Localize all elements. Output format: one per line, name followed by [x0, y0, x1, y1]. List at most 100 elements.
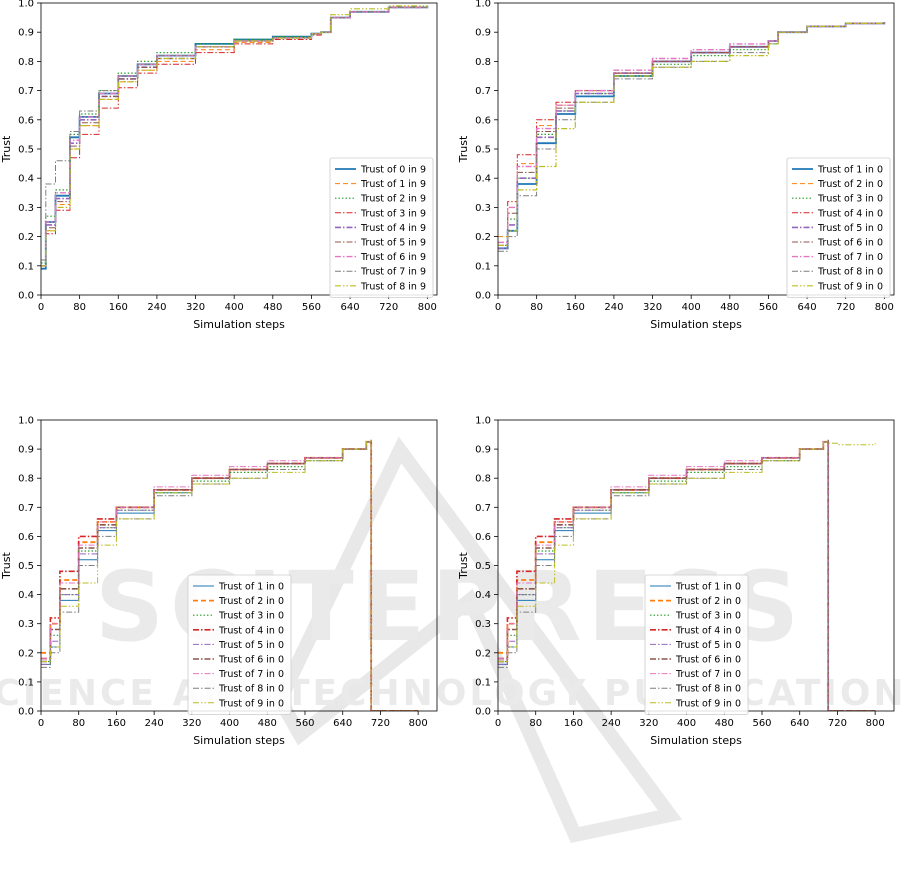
- legend-entry-label: Trust of 5 in 0: [675, 640, 741, 651]
- legend-entry-label: Trust of 7 in 9: [360, 267, 426, 278]
- y-tick-label: 0.5: [18, 561, 34, 572]
- chart-panel-2: 0 80 160 240 320 400 480 560 640 720 800 0.0 0.1 0.2 0…: [457, 0, 895, 331]
- x-tick-label: 480: [715, 718, 734, 729]
- legend: Trust of 1 in 0 Trust of 2 in 0 Trust of 3…: [187, 574, 292, 715]
- chart-panel-1: 0 80 160 240 320 400 480 560 640 720 800 0.0 0.1 0.2 0…: [0, 0, 438, 331]
- x-tick-label: 160: [109, 302, 128, 313]
- x-tick-label: 720: [371, 718, 390, 729]
- x-tick-label: 400: [677, 718, 696, 729]
- y-tick-label: 1.0: [18, 0, 34, 10]
- x-tick-label: 80: [72, 718, 85, 729]
- y-tick-label: 0.4: [475, 590, 491, 601]
- y-tick-label: 0.6: [475, 532, 491, 543]
- x-tick-label: 560: [295, 718, 314, 729]
- y-tick-label: 0.5: [475, 561, 491, 572]
- y-tick-label: 0.6: [18, 115, 34, 126]
- y-tick-label: 0.5: [18, 145, 34, 156]
- chart-panel-4: 0 80 160 240 320 400 480 560 640 720 800 0.0 0.1 0.2 0…: [457, 416, 895, 747]
- y-tick-label: 0.7: [475, 503, 491, 514]
- x-tick-label: 560: [752, 718, 771, 729]
- x-tick-label: 560: [302, 302, 321, 313]
- y-tick-label: 0.5: [475, 145, 491, 156]
- y-tick-label: 0.4: [475, 174, 491, 185]
- x-axis-label: Simulation steps: [193, 734, 285, 747]
- x-tick-label: 640: [341, 302, 360, 313]
- legend-entry-label: Trust of 7 in 0: [675, 669, 741, 680]
- y-tick-label: 0.3: [475, 203, 491, 214]
- y-tick-label: 1.0: [475, 416, 491, 427]
- legend-entry-label: Trust of 6 in 0: [675, 655, 741, 666]
- x-tick-label: 80: [529, 718, 542, 729]
- legend-entry-label: Trust of 2 in 0: [675, 596, 741, 607]
- x-tick-label: 0: [38, 302, 44, 313]
- y-tick-label: 0.1: [475, 261, 491, 272]
- legend-entry-label: Trust of 6 in 0: [218, 655, 284, 666]
- legend-entry-label: Trust of 3 in 0: [218, 611, 284, 622]
- x-tick-label: 320: [186, 302, 205, 313]
- legend-entry-label: Trust of 8 in 0: [675, 684, 741, 695]
- y-tick-label: 0.7: [475, 86, 491, 97]
- y-tick-label: 0.9: [475, 445, 491, 456]
- legend-entry-label: Trust of 8 in 9: [360, 281, 426, 292]
- y-axis-label: Trust: [0, 135, 13, 163]
- x-tick-label: 800: [875, 302, 894, 313]
- y-tick-label: 0.6: [475, 115, 491, 126]
- x-tick-label: 400: [220, 718, 239, 729]
- x-tick-label: 240: [147, 302, 166, 313]
- x-axis-label: Simulation steps: [193, 318, 285, 331]
- x-tick-label: 800: [418, 302, 437, 313]
- legend-entry-label: Trust of 4 in 0: [218, 625, 284, 636]
- y-tick-label: 0.0: [475, 707, 491, 718]
- series-line-9: [498, 22, 885, 246]
- legend-entry-label: Trust of 9 in 0: [675, 698, 741, 709]
- x-tick-label: 640: [333, 718, 352, 729]
- legend-entry-label: Trust of 4 in 9: [360, 223, 426, 234]
- x-tick-label: 160: [564, 718, 583, 729]
- legend-entry-label: Trust of 7 in 0: [218, 669, 284, 680]
- y-tick-label: 0.0: [475, 291, 491, 302]
- legend: Trust of 1 in 0 Trust of 2 in 0 Trust of 3…: [786, 157, 891, 298]
- legend-entry-label: Trust of 1 in 0: [675, 582, 741, 593]
- legend-entry-label: Trust of 2 in 9: [360, 194, 426, 205]
- y-tick-label: 0.1: [475, 677, 491, 688]
- x-tick-label: 320: [639, 718, 658, 729]
- y-tick-label: 0.8: [475, 57, 491, 68]
- legend-entry-label: Trust of 1 in 9: [360, 179, 426, 190]
- series-group: [498, 439, 876, 711]
- series-group: [41, 5, 429, 270]
- series-group: [41, 439, 419, 711]
- x-tick-label: 400: [225, 302, 244, 313]
- watermark-small-text: SCIENCE AND TECHNOLOGY PUBLICATIONS: [0, 673, 901, 714]
- series-line-3: [41, 439, 419, 711]
- legend-entry-label: Trust of 9 in 0: [218, 698, 284, 709]
- legend: Trust of 0 in 9 Trust of 1 in 9 Trust of 2…: [329, 157, 434, 298]
- y-tick-label: 0.0: [18, 291, 34, 302]
- x-tick-label: 480: [720, 302, 739, 313]
- y-tick-label: 1.0: [18, 416, 34, 427]
- x-tick-label: 720: [379, 302, 398, 313]
- x-tick-label: 0: [38, 718, 44, 729]
- y-axis-label: Trust: [0, 551, 13, 579]
- legend-entry-label: Trust of 1 in 0: [218, 582, 284, 593]
- y-tick-label: 0.2: [18, 232, 34, 243]
- x-tick-label: 0: [495, 302, 501, 313]
- x-tick-label: 800: [866, 718, 885, 729]
- legend-entry-label: Trust of 2 in 0: [218, 596, 284, 607]
- y-tick-label: 0.4: [18, 174, 34, 185]
- legend-entry-label: Trust of 1 in 0: [817, 165, 883, 176]
- y-tick-label: 0.8: [18, 57, 34, 68]
- x-tick-label: 240: [145, 718, 164, 729]
- legend-entry-label: Trust of 3 in 0: [675, 611, 741, 622]
- y-tick-label: 0.6: [18, 532, 34, 543]
- x-tick-label: 640: [798, 302, 817, 313]
- y-tick-label: 0.8: [475, 474, 491, 485]
- x-tick-label: 720: [828, 718, 847, 729]
- legend-entry-label: Trust of 8 in 0: [218, 684, 284, 695]
- series-line-3: [498, 439, 876, 711]
- legend-entry-label: Trust of 5 in 9: [360, 238, 426, 249]
- legend-entry-label: Trust of 7 in 0: [817, 252, 883, 263]
- chart-panel-3: 0 80 160 240 320 400 480 560 640 720 800 0.0 0.1 0.2 0…: [0, 416, 438, 747]
- series-line-9: [41, 439, 419, 711]
- y-tick-label: 0.0: [18, 707, 34, 718]
